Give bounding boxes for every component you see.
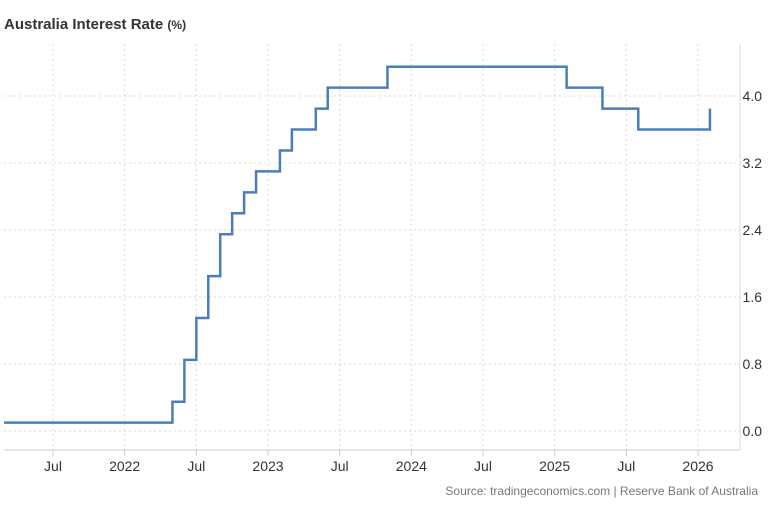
- y-tick-label: 4.0: [743, 88, 763, 104]
- x-tick-label: Jul: [44, 458, 62, 474]
- y-tick-label: 2.4: [743, 222, 763, 238]
- x-tick-label: Jul: [617, 458, 635, 474]
- y-tick-label: 1.6: [743, 289, 763, 305]
- y-tick-label: 0.0: [743, 423, 763, 439]
- x-tick-label: 2026: [682, 458, 713, 474]
- y-tick-label: 0.8: [743, 356, 763, 372]
- x-tick-label: 2024: [396, 458, 427, 474]
- y-tick-label: 3.2: [743, 155, 763, 171]
- chart-title-unit: (%): [167, 18, 187, 32]
- x-tick-label: 2023: [252, 458, 283, 474]
- x-tick-label: Jul: [474, 458, 492, 474]
- x-tick-label: 2022: [109, 458, 140, 474]
- series-line: [4, 65, 712, 424]
- x-tick-label: 2025: [539, 458, 570, 474]
- chart-title-text: Australia Interest Rate: [4, 16, 164, 33]
- source-note: Source: tradingeconomics.com | Reserve B…: [445, 484, 758, 498]
- x-tick-label: Jul: [187, 458, 205, 474]
- chart-title: Australia Interest Rate (%): [4, 16, 186, 33]
- x-tick-label: Jul: [331, 458, 349, 474]
